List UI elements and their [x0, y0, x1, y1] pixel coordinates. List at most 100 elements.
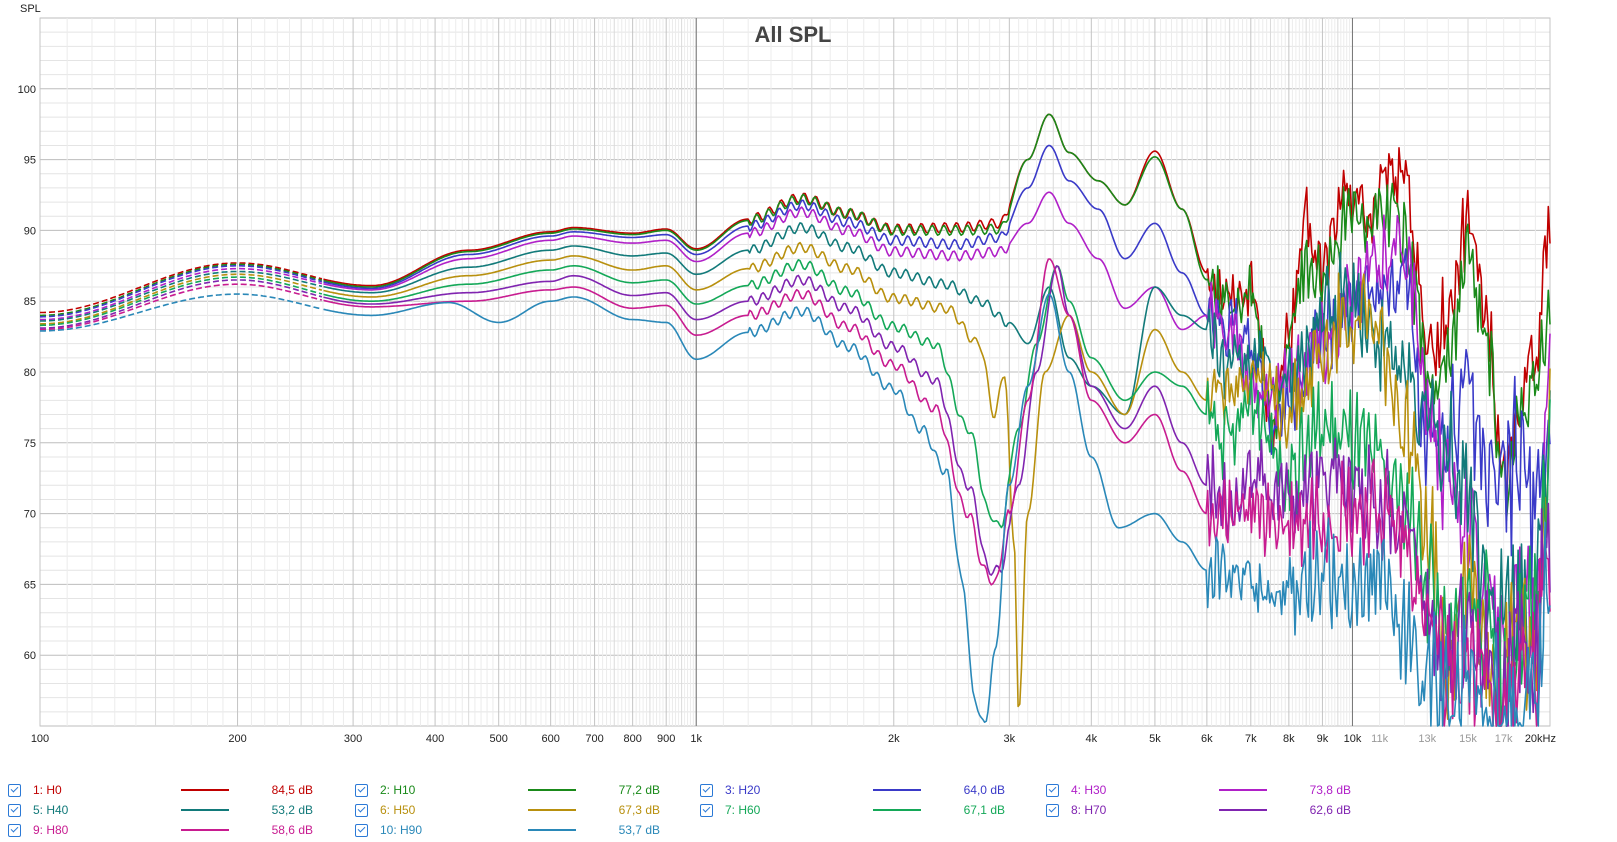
legend-value: 67,1 dB: [963, 803, 1005, 817]
legend-value: 64,0 dB: [963, 783, 1005, 797]
x-tick-label: 20kHz: [1525, 733, 1556, 745]
x-tick-label: 1k: [690, 733, 702, 745]
legend-swatch: [181, 789, 229, 791]
series-line-h40-extrapolated: [40, 270, 323, 322]
y-tick-label: 95: [24, 155, 36, 167]
y-tick-label: 90: [24, 225, 36, 237]
legend-label: 7: H60: [725, 803, 761, 817]
x-tick-label: 4k: [1086, 733, 1098, 745]
series-line-h90-extrapolated: [40, 293, 323, 332]
legend-label: 10: H90: [380, 823, 423, 837]
series-line-h80-extrapolated: [40, 283, 323, 331]
legend-swatch: [873, 809, 921, 811]
legend-checkbox[interactable]: [355, 783, 368, 797]
legend-value: 62,6 dB: [1309, 803, 1351, 817]
legend-swatch: [1219, 789, 1267, 791]
legend-checkbox[interactable]: [8, 803, 21, 817]
series-line-h40: [323, 222, 1551, 688]
y-tick-label: 85: [24, 296, 36, 308]
series-line-h50-extrapolated: [39, 273, 323, 325]
y-axis-label: SPL: [20, 3, 41, 15]
series-line-h0-extrapolated: [40, 262, 323, 314]
series-line-h20-extrapolated: [40, 265, 323, 318]
series-line-h10: [323, 113, 1551, 522]
legend-item[interactable]: 9: H80 58,6 dB: [8, 820, 313, 840]
series-line-h60: [323, 259, 1551, 727]
y-tick-label: 65: [24, 579, 36, 591]
spl-chart: 60 65 70 75 80 85 90 95 100 100 200 300 400 500 600 700…: [17, 3, 1556, 745]
legend-value: 73,8 dB: [1309, 783, 1351, 797]
series-line-h10-extrapolated: [40, 263, 323, 317]
legend-item[interactable]: 7: H60 67,1 dB: [700, 800, 1005, 820]
legend-label: 6: H50: [380, 803, 416, 817]
x-tick-label: 2k: [888, 733, 900, 745]
x-tick-label: 800: [623, 733, 641, 745]
series-line-h0: [323, 113, 1551, 512]
legend-label: 3: H20: [725, 783, 761, 797]
x-tick-label: 500: [490, 733, 508, 745]
legend-label: 1: H0: [33, 783, 62, 797]
legend-checkbox[interactable]: [8, 783, 21, 797]
x-tick-label: 400: [426, 733, 444, 745]
legend-item[interactable]: 8: H70 62,6 dB: [1046, 800, 1351, 820]
legend-checkbox[interactable]: [1046, 783, 1059, 797]
legend-item[interactable]: 6: H50 67,3 dB: [355, 800, 660, 820]
legend: 1: H0 84,5 dB 2: H10 77,2 dB 3: H20 64,0 dB 4:…: [0, 778, 1617, 842]
legend-swatch: [873, 789, 921, 791]
legend-swatch: [528, 829, 576, 831]
legend-label: 2: H10: [380, 783, 416, 797]
legend-label: 5: H40: [33, 803, 69, 817]
x-tick-label: 5k: [1149, 733, 1161, 745]
x-tick-label: 100: [31, 733, 49, 745]
legend-value: 84,5 dB: [271, 783, 313, 797]
x-tick-label: 10k: [1344, 733, 1362, 745]
x-tick-label: 700: [585, 733, 603, 745]
legend-value: 58,6 dB: [271, 823, 313, 837]
series-line-h30-extrapolated: [40, 267, 323, 321]
legend-label: 8: H70: [1071, 803, 1107, 817]
legend-item[interactable]: 3: H20 64,0 dB: [700, 780, 1005, 800]
legend-checkbox[interactable]: [700, 803, 713, 817]
legend-swatch: [1219, 809, 1267, 811]
legend-checkbox[interactable]: [700, 783, 713, 797]
legend-item[interactable]: 5: H40 53,2 dB: [8, 800, 313, 820]
series-line-h70-extrapolated: [40, 279, 323, 329]
legend-value: 53,2 dB: [271, 803, 313, 817]
x-tick-label: 600: [541, 733, 559, 745]
x-tick-label: 6k: [1201, 733, 1213, 745]
legend-swatch: [528, 809, 576, 811]
series-line-h90: [323, 293, 1551, 727]
legend-value: 67,3 dB: [618, 803, 660, 817]
legend-item[interactable]: 4: H30 73,8 dB: [1046, 780, 1351, 800]
x-tick-label: 900: [657, 733, 675, 745]
y-tick-label: 60: [24, 650, 36, 662]
x-tick-label: 200: [228, 733, 246, 745]
legend-item[interactable]: 2: H10 77,2 dB: [355, 780, 660, 800]
legend-item[interactable]: 1: H0 84,5 dB: [8, 780, 313, 800]
legend-swatch: [181, 809, 229, 811]
legend-checkbox[interactable]: [1046, 803, 1059, 817]
legend-value: 77,2 dB: [618, 783, 660, 797]
x-tick-label: 8k: [1283, 733, 1295, 745]
y-tick-label: 75: [24, 438, 36, 450]
y-tick-label: 70: [24, 509, 36, 521]
x-tick-label: 300: [344, 733, 362, 745]
legend-checkbox[interactable]: [8, 823, 21, 837]
x-tick-label: 13k: [1418, 733, 1436, 745]
spl-chart-svg: 60 65 70 75 80 85 90 95 100 100 200 300 400 500 600 700…: [17, 3, 1556, 745]
legend-swatch: [181, 829, 229, 831]
x-tick-label: 7k: [1245, 733, 1257, 745]
x-tick-label: 3k: [1004, 733, 1016, 745]
x-tick-label: 15k: [1459, 733, 1477, 745]
legend-checkbox[interactable]: [355, 823, 368, 837]
series-line-h80: [323, 258, 1551, 727]
legend-checkbox[interactable]: [355, 803, 368, 817]
legend-label: 4: H30: [1071, 783, 1107, 797]
series-line-h50: [323, 241, 1551, 727]
x-tick-label: 11k: [1371, 733, 1388, 745]
y-tick-label: 100: [18, 84, 36, 96]
y-tick-label: 80: [24, 367, 36, 379]
legend-swatch: [528, 789, 576, 791]
legend-item[interactable]: 10: H90 53,7 dB: [355, 820, 660, 840]
series-line-h60-extrapolated: [40, 276, 323, 327]
